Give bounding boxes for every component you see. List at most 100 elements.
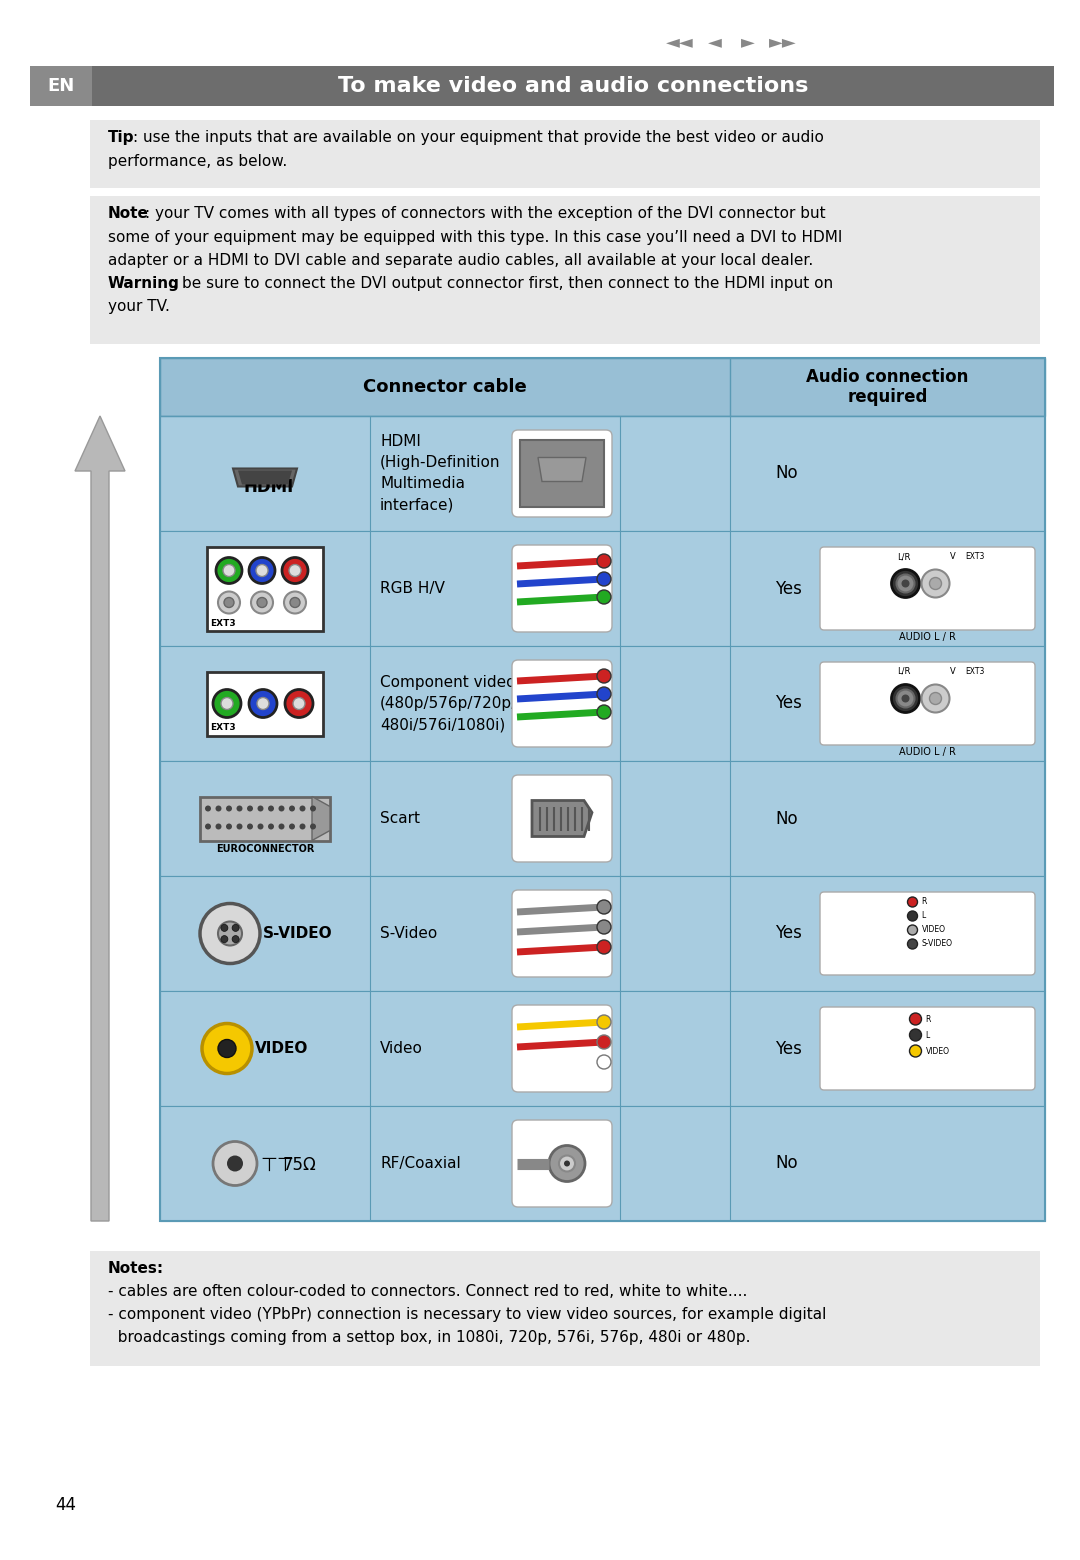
Circle shape xyxy=(293,697,305,710)
Text: Component video
(480p/576p/720p/
480i/576i/1080i): Component video (480p/576p/720p/ 480i/57… xyxy=(380,675,517,732)
Bar xyxy=(90,120,1040,189)
Circle shape xyxy=(218,922,242,945)
Circle shape xyxy=(902,579,909,588)
Text: No: No xyxy=(775,810,798,827)
Bar xyxy=(160,357,1045,1221)
Text: V: V xyxy=(949,552,955,562)
Bar xyxy=(207,671,323,735)
Text: Scart: Scart xyxy=(380,811,420,825)
Circle shape xyxy=(549,1145,585,1181)
Text: EXT3: EXT3 xyxy=(210,618,235,627)
Text: EN: EN xyxy=(48,76,75,95)
Text: your TV.: your TV. xyxy=(108,300,170,314)
Text: Warning: Warning xyxy=(108,276,180,292)
Circle shape xyxy=(310,824,316,830)
Circle shape xyxy=(221,925,228,931)
Text: RGB H/V: RGB H/V xyxy=(380,580,445,596)
Text: Notes:: Notes: xyxy=(108,1260,164,1276)
Circle shape xyxy=(257,597,267,607)
Circle shape xyxy=(268,805,274,811)
Circle shape xyxy=(226,805,232,811)
Circle shape xyxy=(205,805,211,811)
Circle shape xyxy=(227,1156,243,1172)
Text: No: No xyxy=(775,1154,798,1173)
Circle shape xyxy=(299,824,306,830)
Text: V: V xyxy=(949,668,955,675)
Text: 44: 44 xyxy=(55,1496,76,1515)
Circle shape xyxy=(291,597,300,607)
FancyBboxPatch shape xyxy=(512,660,612,747)
Circle shape xyxy=(282,557,308,583)
Circle shape xyxy=(226,824,232,830)
Circle shape xyxy=(597,941,611,955)
Circle shape xyxy=(213,1142,257,1186)
Polygon shape xyxy=(312,797,330,841)
Circle shape xyxy=(256,565,268,577)
Text: VIDEO: VIDEO xyxy=(255,1041,309,1056)
Circle shape xyxy=(251,591,273,613)
FancyBboxPatch shape xyxy=(512,775,612,863)
Text: R: R xyxy=(921,897,927,906)
Circle shape xyxy=(597,705,611,719)
Text: R: R xyxy=(926,1014,931,1023)
Bar xyxy=(90,1251,1040,1367)
Text: Yes: Yes xyxy=(775,1039,801,1058)
Text: 75Ω: 75Ω xyxy=(283,1156,316,1175)
Circle shape xyxy=(597,554,611,568)
Circle shape xyxy=(218,1039,237,1058)
Text: - cables are often colour-coded to connectors. Connect red to red, white to whit: - cables are often colour-coded to conne… xyxy=(108,1284,747,1299)
Text: ◄◄: ◄◄ xyxy=(666,33,693,51)
FancyBboxPatch shape xyxy=(512,1120,612,1207)
FancyBboxPatch shape xyxy=(820,548,1035,630)
Circle shape xyxy=(597,900,611,914)
Circle shape xyxy=(202,1023,252,1073)
Circle shape xyxy=(299,805,306,811)
Circle shape xyxy=(285,690,313,718)
Bar xyxy=(160,991,1045,1106)
Text: ►: ► xyxy=(741,33,755,51)
Circle shape xyxy=(597,669,611,683)
Polygon shape xyxy=(75,417,125,1221)
Circle shape xyxy=(909,1045,921,1058)
Text: EXT3: EXT3 xyxy=(210,724,235,733)
Bar xyxy=(160,877,1045,991)
Circle shape xyxy=(232,925,239,931)
Circle shape xyxy=(221,936,228,942)
Text: - component video (YPbPr) connection is necessary to view video sources, for exa: - component video (YPbPr) connection is … xyxy=(108,1307,826,1321)
Circle shape xyxy=(597,573,611,587)
Text: ◄: ◄ xyxy=(708,33,721,51)
Circle shape xyxy=(279,824,284,830)
Text: EXT3: EXT3 xyxy=(966,668,985,675)
Circle shape xyxy=(232,936,239,942)
Circle shape xyxy=(909,1012,921,1025)
Text: HDMI
(High-Definition
Multimedia
interface): HDMI (High-Definition Multimedia interfa… xyxy=(380,435,500,513)
Text: : use the inputs that are available on your equipment that provide the best vide: : use the inputs that are available on y… xyxy=(133,129,824,145)
Circle shape xyxy=(289,824,295,830)
Circle shape xyxy=(597,686,611,700)
Circle shape xyxy=(284,591,306,613)
Circle shape xyxy=(205,824,211,830)
Polygon shape xyxy=(532,800,592,836)
Circle shape xyxy=(564,1161,570,1167)
Circle shape xyxy=(257,805,264,811)
Text: Video: Video xyxy=(380,1041,423,1056)
Text: ►►: ►► xyxy=(769,33,797,51)
Text: No: No xyxy=(775,465,798,482)
Text: AUDIO L / R: AUDIO L / R xyxy=(899,632,956,643)
Polygon shape xyxy=(538,457,586,482)
Circle shape xyxy=(279,805,284,811)
Circle shape xyxy=(257,697,269,710)
Circle shape xyxy=(216,805,221,811)
Bar xyxy=(30,66,92,106)
Text: AUDIO L / R: AUDIO L / R xyxy=(899,747,956,757)
Text: Yes: Yes xyxy=(775,579,801,597)
Text: ⊤⊤: ⊤⊤ xyxy=(260,1156,294,1175)
Text: performance, as below.: performance, as below. xyxy=(108,154,287,168)
Circle shape xyxy=(921,569,949,597)
FancyBboxPatch shape xyxy=(820,892,1035,975)
Text: EXT3: EXT3 xyxy=(966,552,985,562)
Circle shape xyxy=(907,911,918,920)
Circle shape xyxy=(289,805,295,811)
Circle shape xyxy=(237,805,243,811)
Circle shape xyxy=(597,1034,611,1048)
